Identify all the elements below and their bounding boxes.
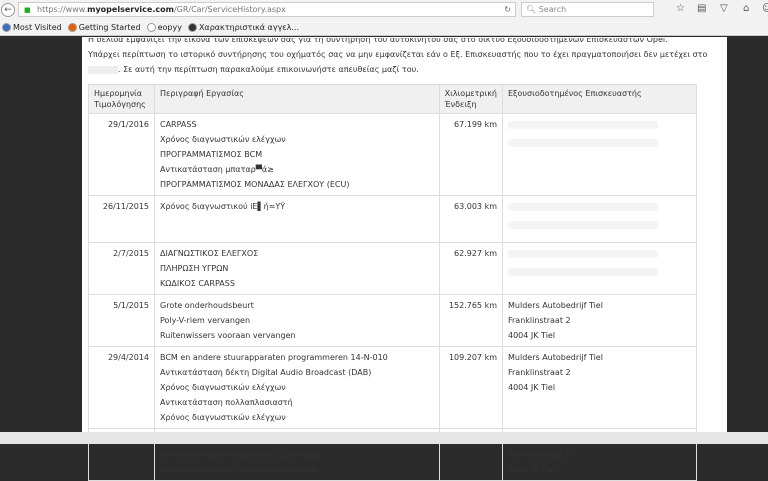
reload-icon[interactable]: ↻ [504, 5, 511, 14]
header-shop: Εξουσιοδοτημένος Επισκευαστής [502, 84, 697, 114]
work-item: Poly-V-riem vervangen [160, 316, 251, 325]
km-cell: 109.207 km [438, 346, 504, 429]
star-icon[interactable]: ☆ [676, 3, 685, 14]
work-item: Αντικατάσταση φίλτρου καθαρού αέρα [160, 465, 318, 474]
table-row: 29/4/2014 BCM en andere stuurapparaten pr… [88, 346, 697, 429]
redacted [508, 268, 658, 276]
shop-cell [502, 242, 697, 295]
work-item: Χρόνος διαγνωστικών ελέγχων [160, 383, 286, 392]
work-item: ΔΙΑΓΝΩΣΤΙΚΟΣ ΕΛΕΓΧΟΣ [160, 249, 259, 258]
work-item: CARPASS [160, 120, 197, 129]
shop-line: 4004 JK Tiel [508, 465, 556, 474]
work-cell: ΔΙΑΓΝΩΣΤΙΚΟΣ ΕΛΕΓΧΟΣ ΠΛΗΡΩΣΗ ΥΓΡΩΝ ΚΩΔΙΚΟΣ… [154, 242, 440, 295]
header-date: Ημερομηνία Τιμολόγησης [88, 84, 155, 114]
shop-line: Mulders Autobedrijf Tiel [508, 353, 603, 362]
work-item: Αντικατάσταση μπαταρ▀ά≥ [160, 165, 274, 174]
km-cell: 67.199 km [438, 113, 504, 196]
date-cell: 2/7/2015 [88, 242, 155, 295]
shop-line: Mulders Autobedrijf Tiel [508, 301, 603, 310]
url-prefix: https://www. [37, 5, 88, 14]
redacted [508, 221, 658, 229]
shop-cell [502, 195, 697, 243]
status-strip [0, 432, 768, 444]
redacted [88, 65, 118, 74]
work-item: Grote onderhoudsbeurt [160, 301, 254, 310]
bookmarks-bar: Most Visited Getting Started eopyy Χαρακτηρ… [0, 19, 768, 36]
redacted [508, 139, 658, 147]
km-cell: 63.003 km [438, 195, 504, 243]
service-history-table: Ημερομηνία Τιμολόγησης Περιγραφή Εργασία… [88, 84, 697, 481]
bookmark-label: Most Visited [13, 22, 62, 32]
bookmark-item[interactable]: Getting Started [67, 22, 141, 32]
lock-icon: ■ [24, 6, 31, 14]
shop-cell: Mulders Autobedrijf Tiel Franklinstraat 2… [502, 346, 697, 429]
bookmark-label: eopyy [157, 22, 182, 32]
shop-cell: Mulders Autobedrijf Tiel Franklinstraat 2… [502, 294, 697, 347]
date-cell: 26/11/2015 [88, 195, 155, 243]
work-item: ΚΩΔΙΚΟΣ CARPASS [160, 279, 235, 288]
bookmark-item[interactable]: Most Visited [2, 22, 62, 32]
bookmark-item[interactable]: eopyy [146, 22, 182, 32]
work-item: ΠΡΟΓΡΑΜΜΑΤΙΣΜΟΣ ΜΟΝΑΔΑΣ ΕΛΕΓΧΟΥ (ECU) [160, 180, 350, 189]
url-path: /GR/Car/ServiceHistory.aspx [173, 5, 286, 14]
work-item: BCM en andere stuurapparaten programmere… [160, 353, 388, 362]
header-km: Χιλιομετρική Ένδειξη [438, 84, 504, 114]
date-cell: 29/1/2016 [88, 113, 155, 196]
navigation-bar: ← ■ https://www.myopelservice.com/GR/Car… [0, 0, 768, 19]
work-item: Αντικατάσταση στοιχείου φίλτρου αέρα [160, 450, 322, 459]
bookmark-label: Χαρακτηριστικά αγγελ... [198, 22, 299, 32]
shop-line: 4004 JK Tiel [508, 331, 556, 340]
table-row: 2/7/2015 ΔΙΑΓΝΩΣΤΙΚΟΣ ΕΛΕΓΧΟΣ ΠΛΗΡΩΣΗ ΥΓΡΩ… [88, 242, 697, 295]
work-cell: Χρόνος διαγνωστικού iΕ▌ή≈YŸ [154, 195, 440, 243]
date-cell: 29/4/2014 [88, 346, 155, 429]
bookmark-icon [67, 22, 77, 32]
work-cell: Grote onderhoudsbeurt Poly-V-riem vervang… [154, 294, 440, 347]
km-cell: 152.765 km [438, 294, 504, 347]
shop-line: Franklinstraat 2 [508, 368, 571, 377]
content-panel: Η σελίδα εμφανίζει την εικόνα των επισκέ… [82, 37, 727, 481]
redacted [508, 250, 658, 258]
bookmark-label: Getting Started [78, 22, 141, 32]
work-item: Αντικατάσταση πολλαπλασιαστή [160, 398, 293, 407]
reading-list-icon[interactable]: ▤ [697, 3, 707, 14]
table-row: 29/1/2016 CARPASS Χρόνος διαγνωστικών ελέγ… [88, 113, 697, 196]
bookmark-icon [187, 22, 197, 32]
intro-line-1: Η σελίδα εμφανίζει την εικόνα των επισκέ… [88, 38, 668, 44]
menu-icon[interactable]: ☺ [762, 3, 768, 14]
back-button[interactable]: ← [1, 2, 15, 17]
redacted [508, 121, 658, 129]
date-cell: 5/1/2015 [88, 294, 155, 347]
shop-line: 4004 JK Tiel [508, 383, 556, 392]
intro-line-2: Υπάρχει περίπτωση το ιστορικό συντήρησης… [88, 50, 708, 59]
table-row: 5/1/2015 Grote onderhoudsbeurt Poly-V-riem… [88, 294, 697, 347]
shop-cell [502, 113, 697, 196]
header-work: Περιγραφή Εργασίας [154, 84, 440, 114]
work-item: Χρόνος διαγνωστικού iΕ▌ή≈YŸ [160, 202, 286, 211]
km-cell: 62.927 km [438, 242, 504, 295]
redacted [508, 203, 658, 211]
work-item: Χρόνος διαγνωστικών ελέγχων [160, 413, 286, 422]
search-input[interactable]: 🔍︎ Search [521, 2, 654, 17]
work-item: ΠΡΟΓΡΑΜΜΑΤΙΣΜΟΣ BCM [160, 150, 263, 159]
shop-line: Franklinstraat 2 [508, 450, 571, 459]
bookmark-icon [2, 22, 11, 32]
table-row: 26/11/2015 Χρόνος διαγνωστικού iΕ▌ή≈YŸ 63… [88, 195, 697, 243]
intro-line-3: . Σε αυτή την περίπτωση παρακαλούμε επικ… [118, 65, 419, 74]
work-cell: CARPASS Χρόνος διαγνωστικών ελέγχων ΠΡΟΓΡΑ… [154, 113, 440, 196]
address-bar[interactable]: ■ https://www.myopelservice.com/GR/Car/S… [18, 2, 516, 17]
work-cell: BCM en andere stuurapparaten programmere… [154, 346, 440, 429]
bookmark-icon [146, 22, 156, 32]
work-item: Ruitenwissers vooraan vervangen [160, 331, 296, 340]
home-icon[interactable]: ⌂ [743, 3, 750, 14]
work-item: ΠΛΗΡΩΣΗ ΥΓΡΩΝ [160, 264, 229, 273]
bookmark-item[interactable]: Χαρακτηριστικά αγγελ... [187, 22, 299, 32]
pocket-icon[interactable]: ▽ [720, 3, 728, 14]
shop-line: Franklinstraat 2 [508, 316, 571, 325]
url-domain: myopelservice.com [87, 5, 174, 14]
search-placeholder: Search [538, 5, 567, 14]
work-item: Αντικατάσταση δέκτη Digital Audio Broadc… [160, 368, 372, 377]
work-item: Χρόνος διαγνωστικών ελέγχων [160, 135, 286, 144]
